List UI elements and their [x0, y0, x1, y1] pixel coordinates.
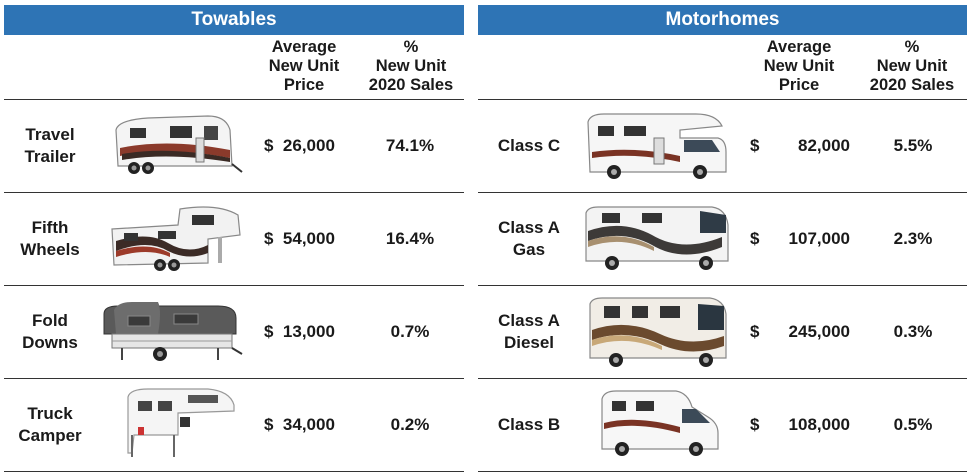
price-value: $ 34,000	[264, 379, 349, 471]
motorhomes-price-header: Average New Unit Price	[763, 38, 835, 94]
motorhomes-panel: Motorhomes Average New Unit Price % New …	[478, 5, 967, 472]
price-amount: 108,000	[788, 415, 850, 434]
currency-symbol: $	[750, 322, 760, 341]
row-label: Class A Gas	[498, 218, 560, 259]
table-row: Travel Trailer $ 26,000 74.1%	[4, 100, 464, 193]
price-amount: 82,000	[798, 136, 850, 155]
row-label: Class C	[497, 136, 561, 155]
price-value: $ 13,000	[264, 286, 349, 378]
table-row: Fifth Wheels $ 54,000 16.4%	[4, 193, 464, 286]
table-row: Truck Camper $ 34,000 0.2%	[4, 379, 464, 472]
pct-value: 0.3%	[893, 322, 933, 341]
row-label: Class B	[497, 415, 561, 434]
price-amount: 34,000	[282, 415, 335, 434]
currency-symbol: $	[750, 229, 760, 248]
row-label: Travel Trailer	[24, 125, 76, 166]
pct-value: 2.3%	[893, 229, 933, 248]
price-value: $245,000	[750, 286, 850, 378]
table-row: Class A Gas $107,000 2.3%	[478, 193, 967, 286]
table-row: Class C $82,000 5.5%	[478, 100, 967, 193]
table-row: Class B $108,000 0.5%	[478, 379, 967, 472]
pct-value: 0.7%	[390, 322, 430, 341]
price-amount: 26,000	[282, 136, 335, 155]
pct-value: 74.1%	[385, 136, 435, 155]
towables-pct-header: % New Unit 2020 Sales	[368, 38, 454, 94]
pct-value: 16.4%	[385, 229, 435, 248]
price-value: $108,000	[750, 379, 850, 471]
table-row: Class A Diesel $245,000 0.3%	[478, 286, 967, 379]
towables-table: Travel Trailer $ 26,000 74.1% Fifth Whee…	[4, 99, 464, 472]
pct-value: 5.5%	[893, 136, 933, 155]
class-c-motorhome-image	[587, 113, 727, 179]
pct-value: 0.5%	[893, 415, 933, 434]
class-b-van-image	[601, 390, 719, 456]
currency-symbol: $	[264, 229, 274, 248]
motorhomes-pct-header: % New Unit 2020 Sales	[869, 38, 955, 94]
currency-symbol: $	[264, 136, 274, 155]
towables-panel: Towables Average New Unit Price % New Un…	[4, 5, 464, 472]
currency-symbol: $	[750, 136, 760, 155]
currency-symbol: $	[264, 322, 274, 341]
class-a-diesel-motorhome-image	[589, 297, 727, 367]
price-value: $82,000	[750, 100, 850, 192]
towables-header: Average New Unit Price % New Unit 2020 S…	[4, 35, 464, 99]
row-label: Fold Downs	[22, 311, 78, 352]
towables-banner: Towables	[4, 5, 464, 35]
price-value: $107,000	[750, 193, 850, 285]
price-value: $ 54,000	[264, 193, 349, 285]
motorhomes-banner: Motorhomes	[478, 5, 967, 35]
row-label: Truck Camper	[18, 404, 82, 445]
motorhomes-header: Average New Unit Price % New Unit 2020 S…	[478, 35, 967, 99]
row-label: Fifth Wheels	[20, 218, 80, 259]
currency-symbol: $	[750, 415, 760, 434]
table-row: Fold Downs $ 13,000 0.7%	[4, 286, 464, 379]
towables-price-header: Average New Unit Price	[268, 38, 340, 94]
truck-camper-image	[127, 388, 235, 457]
row-label: Class A Diesel	[498, 311, 560, 352]
price-amount: 13,000	[282, 322, 335, 341]
motorhomes-table: Class C $82,000 5.5% Class A Gas	[478, 99, 967, 472]
price-amount: 245,000	[788, 322, 850, 341]
fold-down-camper-image	[103, 302, 243, 361]
price-amount: 54,000	[282, 229, 335, 248]
price-amount: 107,000	[788, 229, 850, 248]
price-value: $ 26,000	[264, 100, 349, 192]
currency-symbol: $	[264, 415, 274, 434]
travel-trailer-image	[115, 115, 243, 174]
pct-value: 0.2%	[390, 415, 430, 434]
fifth-wheel-image	[111, 206, 241, 271]
class-a-gas-motorhome-image	[585, 206, 729, 270]
